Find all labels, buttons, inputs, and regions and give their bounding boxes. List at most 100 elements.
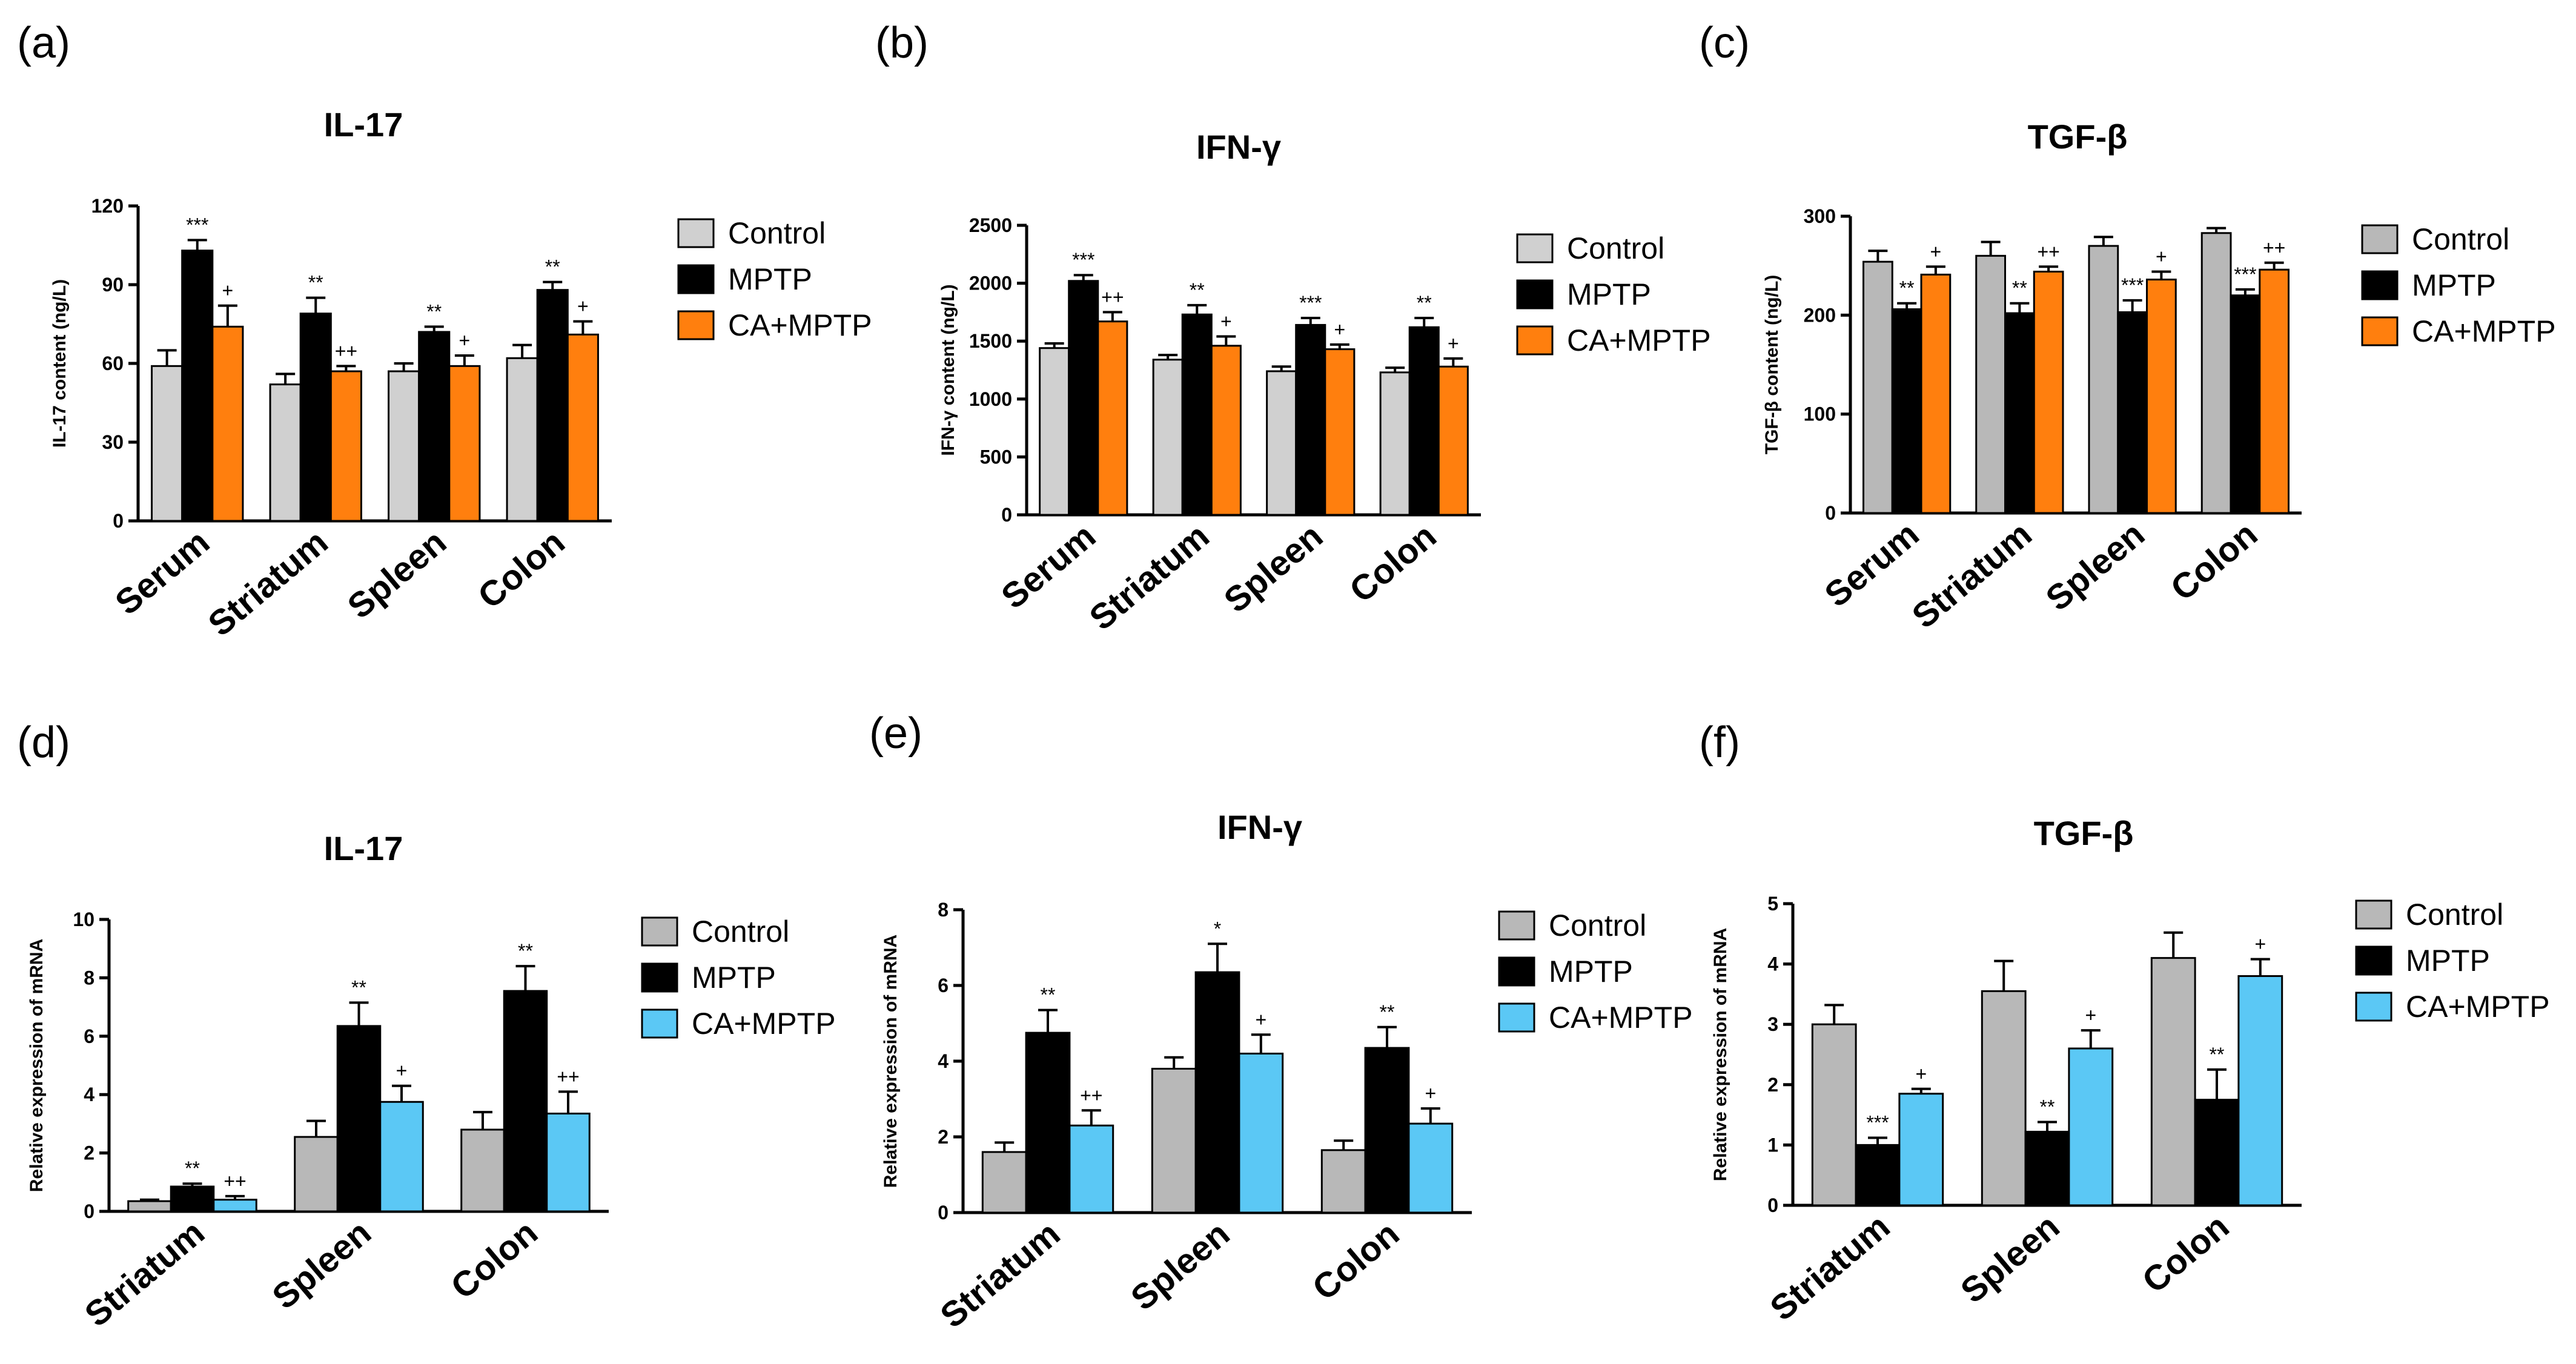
y-tick-label: 5 [1767, 893, 1778, 915]
significance-label: *** [2234, 263, 2256, 285]
legend-swatch [678, 265, 714, 293]
bar [1863, 262, 1892, 513]
significance-label: + [1930, 240, 1942, 262]
legend-label: CA+MPTP [692, 1007, 836, 1041]
legend-swatch [1517, 280, 1552, 308]
legend-swatch [1517, 234, 1552, 262]
bar [1296, 325, 1325, 515]
significance-label: ** [1417, 292, 1432, 314]
bar [300, 314, 331, 521]
significance-label: + [2156, 245, 2167, 267]
bar [507, 358, 537, 521]
bar [1921, 274, 1950, 513]
significance-label: + [396, 1060, 408, 1082]
bar [2260, 270, 2289, 513]
panel-label: (d) [17, 718, 70, 767]
chart-title: IL-17 [324, 829, 403, 867]
legend-swatch [2362, 271, 2397, 299]
significance-label: ** [545, 256, 560, 278]
significance-label: + [2254, 933, 2266, 955]
significance-label: ++ [2037, 240, 2059, 262]
legend-label: CA+MPTP [1549, 1001, 1693, 1035]
legend-label: Control [1549, 909, 1646, 942]
bar [1267, 371, 1296, 515]
y-tick-label: 300 [1804, 205, 1836, 227]
y-tick-label: 0 [84, 1200, 94, 1222]
y-tick-label: 0 [113, 510, 124, 532]
significance-label: *** [1299, 292, 1322, 314]
bar [2202, 233, 2231, 513]
legend-swatch [1499, 1004, 1534, 1031]
y-tick-label: 0 [938, 1202, 949, 1223]
y-axis-label: TGF-β content (ng/L) [1762, 275, 1782, 455]
legend-swatch [1517, 326, 1552, 354]
legend-swatch [2356, 993, 2391, 1021]
y-tick-label: 4 [938, 1050, 949, 1072]
significance-label: ** [1041, 984, 1056, 1006]
significance-label: *** [1072, 249, 1094, 271]
significance-label: ++ [1080, 1084, 1102, 1106]
legend-swatch [642, 918, 677, 945]
chart-title: IFN-γ [1217, 808, 1302, 846]
legend-swatch [1499, 912, 1534, 939]
legend-swatch [1499, 958, 1534, 985]
bar [2034, 271, 2063, 513]
legend-label: CA+MPTP [2412, 314, 2556, 348]
legend-swatch [2356, 947, 2391, 975]
significance-label: + [2085, 1004, 2096, 1026]
bar [537, 290, 568, 521]
legend-label: CA+MPTP [1567, 323, 1711, 357]
bar [1070, 1125, 1113, 1213]
significance-label: ++ [223, 1170, 246, 1192]
y-tick-label: 60 [102, 353, 124, 374]
x-category-label: Spleen [1217, 516, 1330, 620]
x-category-label: Serum [108, 522, 217, 623]
y-tick-label: 1 [1767, 1134, 1778, 1156]
bar [152, 366, 182, 521]
bar [2118, 312, 2147, 513]
legend-swatch [2362, 225, 2397, 253]
x-category-label: Spleen [2039, 514, 2152, 618]
chart-panel-1: (a) IL-17 0 30 60 90 120 IL-17 content (ng/L) **… [17, 19, 872, 644]
y-tick-label: 120 [91, 195, 124, 217]
significance-label: + [1915, 1063, 1927, 1085]
significance-label: + [1220, 311, 1232, 333]
legend-label: MPTP [728, 262, 812, 296]
y-tick-label: 2 [1767, 1074, 1778, 1096]
bar [1439, 366, 1468, 515]
bar [1812, 1024, 1856, 1205]
bar [1892, 310, 1921, 513]
x-category-label: Spleen [340, 522, 454, 626]
significance-label: *** [186, 214, 208, 236]
significance-label: ** [308, 272, 323, 294]
bar [270, 385, 300, 521]
x-category-label: Colon [471, 522, 572, 616]
y-tick-label: 6 [84, 1025, 94, 1047]
x-category-label: Colon [443, 1213, 545, 1306]
panel-label: (e) [869, 709, 922, 758]
x-category-label: Colon [1342, 516, 1444, 610]
y-tick-label: 500 [980, 446, 1012, 468]
panel-label: (f) [1699, 718, 1740, 767]
legend-label: MPTP [692, 961, 776, 995]
y-tick-label: 0 [1767, 1194, 1778, 1216]
y-tick-label: 0 [1001, 504, 1012, 526]
bar [462, 1130, 505, 1211]
y-axis-label: Relative expression of mRNA [27, 939, 47, 1192]
bar [1409, 327, 1439, 515]
significance-label: + [459, 329, 471, 351]
bar [504, 991, 547, 1211]
chart-panel-2: (b) IFN-γ 0 500 1000 1500 2000 2500 IFN-γ conten… [875, 19, 1711, 638]
bar [1409, 1124, 1452, 1213]
bar [449, 366, 480, 521]
bar [213, 326, 243, 521]
chart-panel-5: (e) IFN-γ 0 2 4 6 8 Relative expression of mRNA… [869, 709, 1693, 1336]
x-category-label: Spleen [265, 1213, 378, 1317]
chart-title: TGF-β [2034, 814, 2134, 852]
legend-swatch [642, 1010, 677, 1038]
x-category-label: Colon [1305, 1214, 1407, 1308]
x-category-label: Striatum [1905, 514, 2039, 636]
significance-label: + [222, 280, 234, 302]
x-category-label: Serum [1817, 514, 1926, 615]
y-tick-label: 2 [938, 1126, 949, 1148]
